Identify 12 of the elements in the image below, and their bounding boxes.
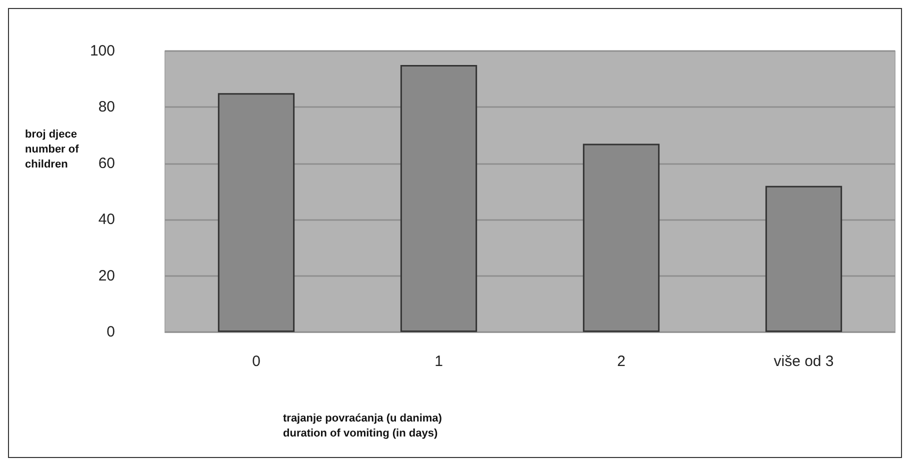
y-tick-label: 20 <box>98 267 115 284</box>
y-tick-label: 100 <box>90 42 115 60</box>
y-tick-label: 80 <box>98 98 115 116</box>
x-tick-label: 2 <box>617 353 626 370</box>
y-tick-label: 60 <box>98 154 115 172</box>
y-axis-title: broj djece number of children <box>25 128 82 170</box>
y-tick-label: 0 <box>106 324 115 340</box>
y-tick-label: 40 <box>98 211 115 228</box>
x-tick-label: 1 <box>434 353 443 370</box>
x-tick-label: više od 3 <box>774 353 834 370</box>
x-tick-label: 0 <box>252 353 260 370</box>
x-axis-title: trajanje povraćanja (u danima) duration of vomiting (in days) <box>283 412 442 440</box>
